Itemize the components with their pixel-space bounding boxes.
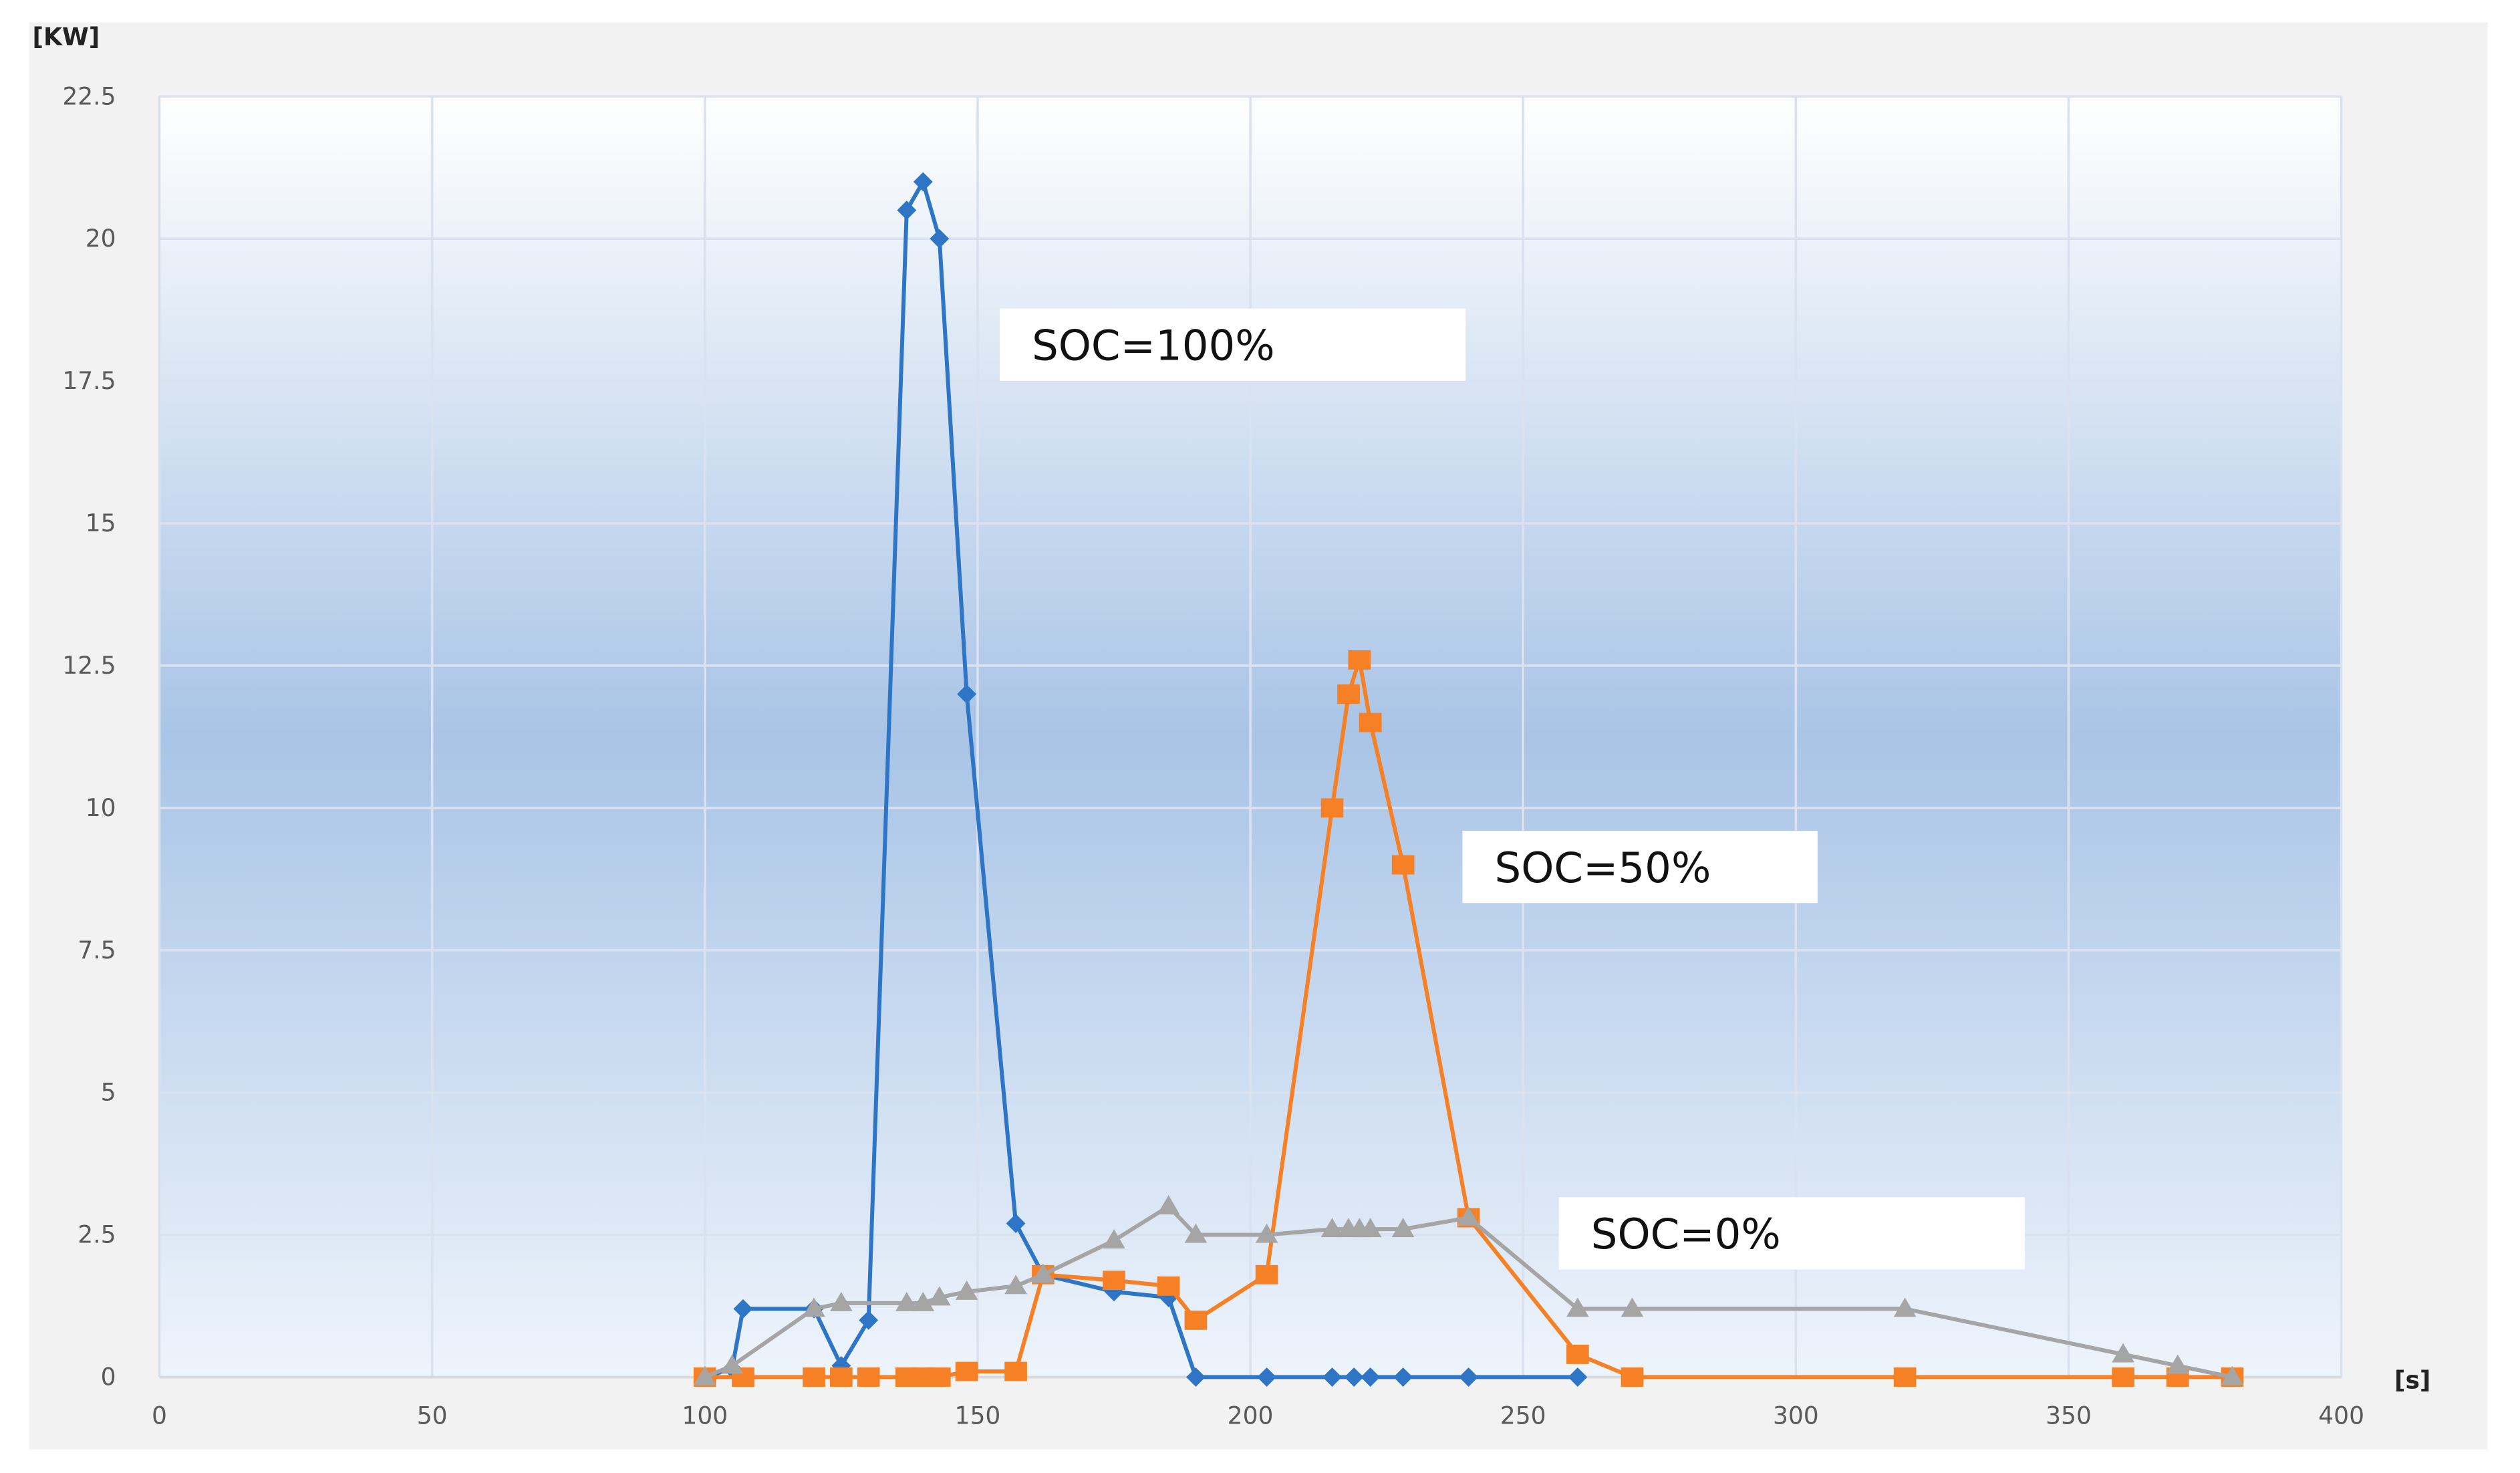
data-point xyxy=(1184,1310,1208,1330)
y-tick-label: 7.5 xyxy=(78,936,116,964)
data-point xyxy=(1103,1270,1125,1291)
data-point xyxy=(2112,1367,2134,1387)
x-tick-label: 400 xyxy=(2318,1401,2364,1430)
data-point xyxy=(1359,1218,1382,1238)
data-point xyxy=(1103,1229,1125,1249)
data-point xyxy=(1004,1275,1027,1295)
series-annotation: SOC=0% xyxy=(1591,1210,1781,1258)
x-tick-label: 200 xyxy=(1228,1401,1274,1430)
x-tick-label: 250 xyxy=(1500,1401,1546,1430)
y-tick-label: 20 xyxy=(86,225,116,253)
data-point xyxy=(720,1354,744,1374)
data-point xyxy=(1320,798,1344,818)
data-point xyxy=(928,1286,951,1306)
x-axis-label: [s] xyxy=(2394,1366,2430,1394)
data-point xyxy=(1893,1367,1917,1387)
data-point xyxy=(1566,1297,1589,1317)
data-point xyxy=(1255,1264,1278,1285)
x-tick-label: 100 xyxy=(682,1401,728,1430)
data-point xyxy=(1032,1263,1055,1283)
annotation-box xyxy=(1462,831,1818,904)
y-tick-label: 12.5 xyxy=(62,652,116,680)
series-annotation: SOC=50% xyxy=(1495,843,1711,892)
data-point xyxy=(897,200,917,221)
data-point xyxy=(895,1291,918,1311)
data-point xyxy=(1337,684,1360,704)
data-point xyxy=(1255,1223,1278,1243)
y-tick-label: 0 xyxy=(101,1363,116,1391)
y-axis-label: [KW] xyxy=(33,23,100,51)
data-point xyxy=(2112,1343,2134,1363)
y-tick-label: 22.5 xyxy=(62,82,116,110)
data-point xyxy=(1184,1223,1208,1243)
data-point xyxy=(859,1310,879,1330)
data-point xyxy=(2221,1365,2244,1385)
data-point xyxy=(1566,1345,1589,1364)
x-tick-label: 300 xyxy=(1773,1401,1819,1430)
data-point xyxy=(1348,650,1371,670)
data-point xyxy=(830,1291,853,1311)
data-point xyxy=(1391,855,1415,875)
data-point xyxy=(955,1361,978,1381)
series-annotation: SOC=100% xyxy=(1032,321,1275,370)
y-tick-label: 17.5 xyxy=(62,367,116,395)
data-point xyxy=(912,1291,935,1311)
data-point xyxy=(803,1367,825,1387)
data-point xyxy=(928,1367,951,1387)
data-point xyxy=(1004,1361,1027,1381)
y-tick-label: 15 xyxy=(86,509,116,537)
y-tick-label: 10 xyxy=(86,794,116,822)
y-tick-label: 2.5 xyxy=(78,1221,116,1249)
x-tick-label: 150 xyxy=(955,1401,1001,1430)
annotation-box xyxy=(999,308,1466,381)
data-point xyxy=(955,1280,978,1300)
data-point xyxy=(733,1299,753,1319)
data-point xyxy=(693,1365,716,1385)
data-point xyxy=(1621,1297,1644,1317)
data-point xyxy=(1359,712,1382,732)
x-tick-label: 50 xyxy=(417,1401,448,1430)
data-point xyxy=(830,1367,853,1387)
x-tick-label: 0 xyxy=(152,1401,167,1430)
data-point xyxy=(1157,1276,1180,1296)
x-tick-label: 350 xyxy=(2046,1401,2092,1430)
data-point xyxy=(803,1297,825,1317)
data-point xyxy=(1391,1218,1415,1238)
annotation-box xyxy=(1558,1197,2025,1270)
data-point xyxy=(2166,1354,2189,1374)
y-tick-label: 5 xyxy=(101,1079,116,1107)
data-point xyxy=(930,229,950,249)
data-point xyxy=(1157,1195,1180,1215)
data-point xyxy=(857,1367,880,1387)
data-point xyxy=(1457,1206,1480,1226)
data-point xyxy=(1006,1214,1026,1234)
data-point xyxy=(1621,1367,1644,1387)
data-point xyxy=(1320,1218,1344,1238)
data-point xyxy=(957,684,977,704)
data-point xyxy=(1893,1297,1917,1317)
